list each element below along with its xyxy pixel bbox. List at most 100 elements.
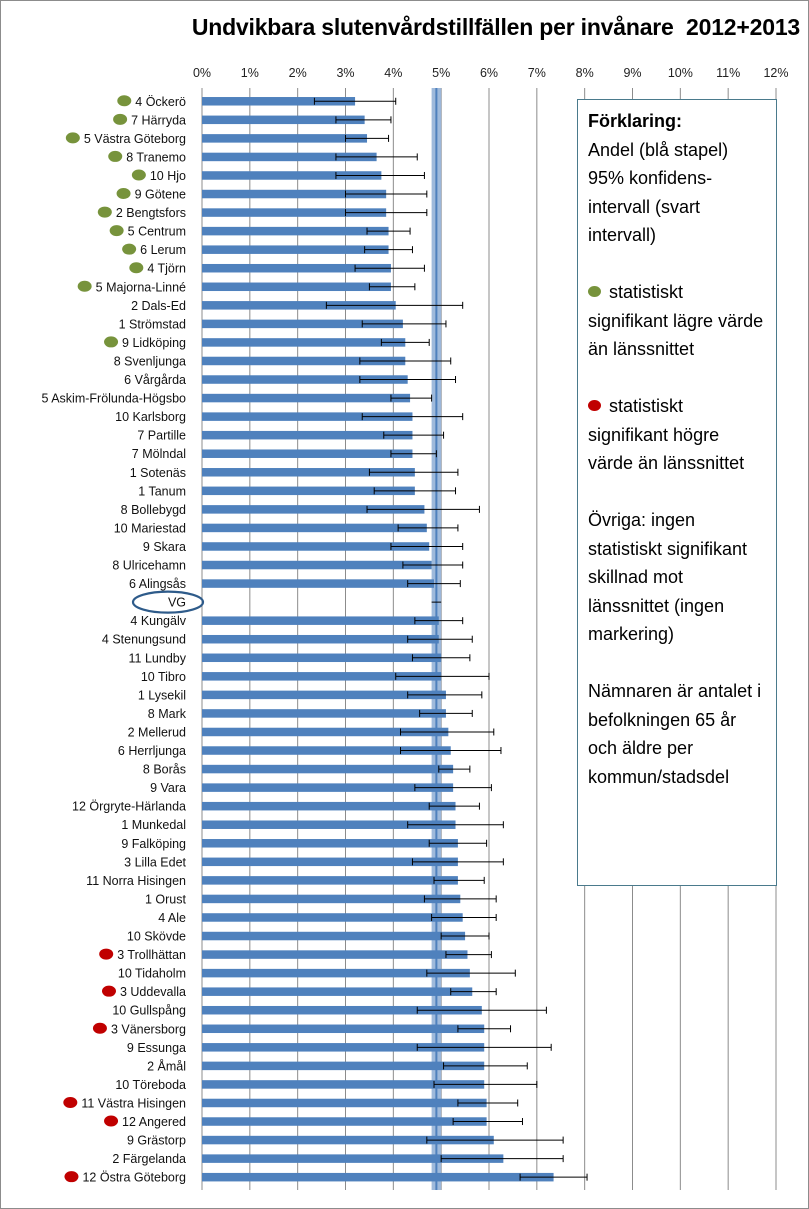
category-label: 10 Töreboda bbox=[115, 1078, 186, 1092]
bar bbox=[202, 505, 425, 514]
category-label: 2 Dals-Ed bbox=[131, 299, 186, 313]
error-bar bbox=[359, 376, 457, 384]
error-bar bbox=[440, 1155, 564, 1163]
category-label: 10 Tibro bbox=[141, 670, 186, 684]
x-tick-label: 0% bbox=[193, 66, 211, 80]
error-bar bbox=[402, 561, 464, 569]
category-label: 9 Essunga bbox=[127, 1041, 186, 1055]
error-bar bbox=[335, 153, 418, 161]
error-bar bbox=[364, 246, 413, 254]
error-bar bbox=[383, 431, 445, 439]
error-bar bbox=[380, 338, 430, 346]
bar bbox=[202, 375, 408, 384]
bar bbox=[202, 97, 356, 106]
bar bbox=[202, 542, 430, 551]
error-bar bbox=[426, 1136, 564, 1144]
bar bbox=[202, 634, 439, 644]
bar bbox=[202, 801, 456, 811]
legend-ci-description: 95% konfidens-intervall (svart intervall… bbox=[588, 168, 713, 245]
category-label: 10 Gullspång bbox=[112, 1004, 186, 1018]
error-bar bbox=[373, 487, 457, 495]
error-bar bbox=[433, 1080, 538, 1088]
category-labels: 4 Öckerö 7 Härryda 5 Västra Göteborg 8 Tran… bbox=[41, 95, 186, 1185]
bar bbox=[202, 393, 411, 403]
error-bar bbox=[366, 505, 480, 513]
legend-low-entry: statistiskt signifikant lägre värde än l… bbox=[588, 278, 766, 364]
error-bar bbox=[400, 747, 502, 755]
bar bbox=[202, 468, 415, 477]
category-label: 9 Grästorp bbox=[127, 1134, 186, 1148]
bar bbox=[202, 1043, 485, 1052]
category-label: 4 Ale bbox=[158, 911, 186, 925]
bar bbox=[202, 1117, 487, 1126]
error-bar bbox=[457, 1025, 512, 1033]
bar bbox=[202, 430, 413, 440]
category-label: 1 Orust bbox=[145, 892, 187, 906]
legend-high-entry: statistiskt signifikant högre värde än l… bbox=[588, 392, 766, 478]
bar bbox=[202, 1061, 485, 1071]
bar bbox=[202, 1005, 482, 1015]
bar bbox=[202, 1135, 494, 1145]
legend-high-text: statistiskt signifikant högre värde än l… bbox=[588, 396, 745, 473]
red-dot-icon bbox=[588, 400, 601, 411]
error-bar bbox=[395, 672, 490, 680]
error-bar bbox=[368, 468, 459, 476]
error-bar bbox=[426, 969, 516, 977]
error-bar bbox=[457, 1099, 519, 1107]
category-label: 5 Västra Göteborg bbox=[84, 132, 186, 146]
category-label: 8 Bollebygd bbox=[121, 503, 186, 517]
error-bar bbox=[361, 320, 447, 328]
bar bbox=[202, 319, 403, 329]
category-label: 11 Norra Hisingen bbox=[86, 874, 186, 888]
error-bar bbox=[423, 895, 497, 903]
error-bar bbox=[438, 765, 471, 773]
x-tick-label: 9% bbox=[623, 66, 641, 80]
category-label: 9 Falköping bbox=[121, 837, 186, 851]
error-bar bbox=[445, 951, 492, 959]
error-bar bbox=[414, 784, 492, 792]
category-label: 4 Stenungsund bbox=[102, 633, 186, 647]
error-bar bbox=[440, 932, 490, 940]
error-bar bbox=[414, 617, 464, 625]
bar bbox=[202, 449, 413, 458]
bar bbox=[202, 894, 461, 904]
category-label: 1 Lysekil bbox=[138, 688, 186, 702]
error-bar bbox=[411, 654, 471, 662]
category-label: 6 Alingsås bbox=[129, 577, 186, 591]
bar bbox=[202, 931, 466, 941]
category-label: 9 Götene bbox=[135, 188, 186, 202]
x-tick-label: 3% bbox=[336, 66, 354, 80]
red-dot-icon bbox=[92, 1022, 107, 1034]
bar bbox=[202, 171, 382, 180]
bar bbox=[202, 1098, 487, 1108]
bar bbox=[202, 189, 387, 199]
reference-label: VG bbox=[168, 596, 186, 610]
bar bbox=[202, 746, 451, 755]
error-bar bbox=[325, 301, 464, 309]
green-dot-icon bbox=[113, 113, 128, 125]
bar bbox=[202, 727, 449, 737]
category-label: 7 Mölndal bbox=[132, 447, 186, 461]
bar bbox=[202, 226, 389, 236]
category-label: 6 Lerum bbox=[140, 243, 186, 257]
category-label: 8 Borås bbox=[143, 763, 186, 777]
category-label: 9 Vara bbox=[150, 781, 186, 795]
green-dot-icon bbox=[97, 206, 112, 218]
green-dot-icon bbox=[588, 286, 601, 297]
category-label: 4 Öckerö bbox=[135, 95, 186, 109]
bar bbox=[202, 356, 406, 366]
bar bbox=[202, 987, 473, 996]
error-bar bbox=[397, 524, 459, 532]
green-dot-icon bbox=[104, 336, 119, 348]
category-label: 5 Majorna-Linné bbox=[96, 280, 186, 294]
green-dot-icon bbox=[65, 132, 80, 144]
legend-denominator-text: Nämnaren är antalet i befolkningen 65 år… bbox=[588, 681, 762, 787]
category-label: 10 Hjo bbox=[150, 169, 186, 183]
green-dot-icon bbox=[109, 225, 124, 237]
significance-markers bbox=[63, 95, 205, 1183]
bar bbox=[202, 839, 458, 848]
bar bbox=[202, 208, 387, 217]
x-tick-label: 6% bbox=[480, 66, 498, 80]
category-label: 3 Uddevalla bbox=[120, 985, 186, 999]
bar bbox=[202, 968, 470, 978]
